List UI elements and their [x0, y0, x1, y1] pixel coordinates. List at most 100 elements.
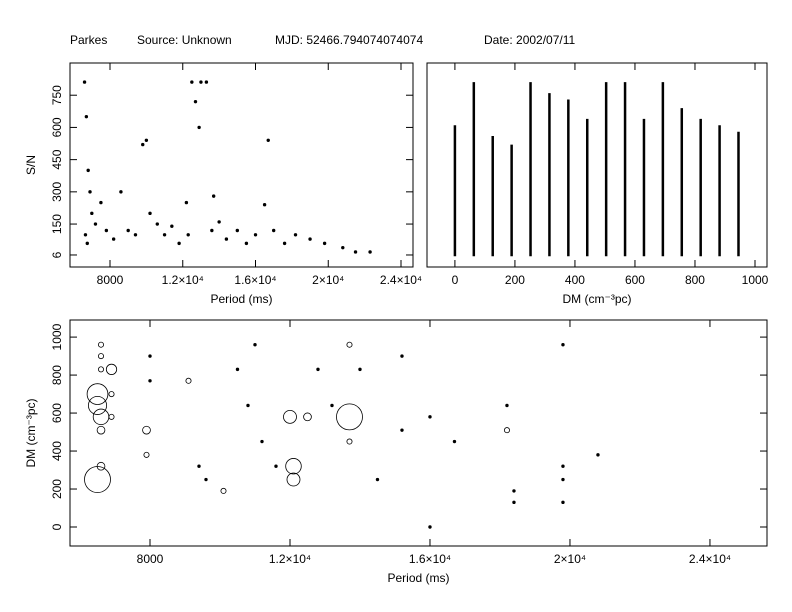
point — [142, 425, 151, 435]
observatory: Parkes — [70, 33, 107, 47]
point — [141, 142, 145, 147]
point — [177, 241, 181, 246]
point — [266, 138, 270, 143]
point — [199, 80, 203, 84]
point — [90, 211, 94, 216]
point — [133, 233, 138, 237]
point — [155, 222, 159, 226]
point — [561, 342, 565, 347]
x-tick-label: 1.6×10⁴ — [409, 552, 451, 566]
point — [220, 487, 227, 494]
y-tick-label: 750 — [50, 85, 64, 105]
point — [84, 114, 89, 119]
point — [308, 237, 312, 241]
point — [204, 80, 209, 84]
point — [148, 211, 152, 216]
point — [262, 203, 267, 207]
point — [561, 500, 565, 505]
x-tick-label: 1.2×10⁴ — [269, 552, 311, 566]
point — [82, 80, 87, 84]
plot-frame — [426, 62, 768, 268]
x-tick-label: 2.4×10⁴ — [380, 273, 422, 287]
x-tick-label: 600 — [625, 273, 645, 287]
point — [282, 241, 287, 246]
x-tick-label: 8000 — [97, 273, 124, 287]
plot-frame — [69, 62, 414, 268]
point — [104, 228, 109, 233]
point — [400, 428, 404, 432]
y-tick-label: 300 — [50, 182, 64, 202]
point — [83, 233, 88, 237]
point — [105, 363, 118, 375]
point — [336, 403, 363, 431]
point — [596, 453, 600, 457]
point — [98, 341, 105, 348]
point — [512, 500, 516, 505]
point — [108, 391, 115, 398]
point — [190, 80, 194, 84]
y-tick-label: 800 — [50, 365, 64, 385]
point — [197, 464, 201, 468]
point — [88, 190, 92, 194]
point — [274, 464, 278, 468]
point — [283, 409, 297, 424]
point — [244, 241, 249, 246]
point — [108, 413, 115, 420]
point — [428, 525, 432, 529]
date: Date: 2002/07/11 — [484, 33, 576, 47]
point — [93, 222, 98, 226]
x-tick-label: 2.4×10⁴ — [689, 552, 731, 566]
source: Source: Unknown — [137, 33, 232, 47]
point — [346, 438, 353, 445]
point — [561, 477, 565, 482]
point — [358, 367, 362, 372]
x-tick-label: 1000 — [742, 273, 769, 287]
point — [86, 383, 109, 405]
y-axis-label: S/N — [24, 155, 38, 175]
point — [246, 403, 250, 408]
x-tick-label: 8000 — [137, 552, 164, 566]
point — [217, 220, 221, 224]
point — [96, 425, 106, 435]
y-tick-label: 450 — [50, 149, 64, 169]
x-tick-label: 800 — [685, 273, 705, 287]
point — [235, 367, 240, 372]
point — [204, 477, 208, 482]
point — [111, 237, 116, 241]
point — [286, 472, 301, 487]
y-tick-label: 400 — [50, 441, 64, 461]
point — [197, 125, 201, 130]
point — [210, 228, 214, 233]
point — [375, 477, 380, 482]
point — [99, 200, 103, 205]
mjd: MJD: 52466.794074074074 — [275, 33, 423, 47]
x-axis-label: DM (cm⁻³pc) — [563, 292, 632, 306]
point — [86, 168, 90, 173]
point — [346, 341, 353, 348]
x-tick-label: 1.2×10⁴ — [162, 273, 204, 287]
point — [503, 427, 510, 434]
x-tick-label: 200 — [505, 273, 525, 287]
point — [143, 451, 150, 458]
point — [84, 466, 111, 493]
point — [316, 367, 320, 372]
point — [144, 138, 149, 143]
plot-frame — [69, 319, 768, 547]
point — [186, 233, 190, 237]
y-tick-label: 600 — [50, 117, 64, 137]
point — [92, 408, 110, 426]
point — [303, 412, 312, 422]
point — [126, 228, 130, 233]
point — [368, 250, 372, 254]
point — [512, 489, 516, 493]
x-tick-label: 2×10⁴ — [312, 273, 344, 287]
point — [162, 233, 167, 237]
x-axis-label: Period (ms) — [387, 571, 449, 585]
point — [148, 379, 152, 383]
point — [185, 377, 192, 384]
point — [400, 354, 404, 358]
x-tick-label: 1.6×10⁴ — [234, 273, 276, 287]
y-tick-label: 200 — [50, 479, 64, 499]
y-tick-label: 600 — [50, 403, 64, 423]
